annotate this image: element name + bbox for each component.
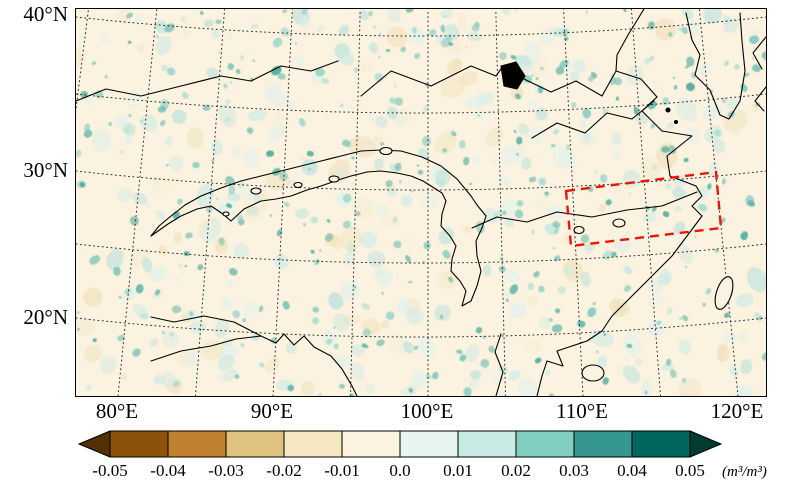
plateau-lake	[222, 211, 230, 217]
colorbar-segment	[167, 430, 227, 458]
korea-peninsula	[685, 12, 746, 120]
japan-edge-lines	[752, 36, 766, 112]
colorbar-tick: 0.04	[617, 461, 647, 480]
colorbar-segment	[341, 430, 401, 458]
colorbar-tick: 0.01	[443, 461, 473, 480]
lat-label-30n: 30°N	[23, 158, 68, 182]
small-island	[665, 107, 671, 113]
colorbar-segment	[689, 430, 723, 458]
colorbar-tick: 0.02	[501, 461, 531, 480]
colorbar-svg	[77, 430, 723, 458]
lon-label-120e: 120°E	[710, 399, 764, 423]
colorbar	[77, 430, 723, 458]
map-panel	[75, 8, 767, 397]
plateau-lake	[379, 146, 393, 156]
colorbar-tick: -0.05	[92, 461, 128, 480]
lon-label-90e: 90°E	[250, 399, 294, 423]
lat-label-20n: 20°N	[23, 305, 68, 329]
lon-label-110e: 110°E	[556, 399, 608, 423]
taiwan-island	[714, 276, 734, 310]
colorbar-segment	[573, 430, 633, 458]
colorbar-tick: -0.03	[208, 461, 244, 480]
small-island	[673, 119, 679, 125]
tibetan-plateau-contour	[150, 149, 487, 307]
colorbar-segment	[457, 430, 517, 458]
colorbar-segment	[225, 430, 285, 458]
colorbar-segment	[515, 430, 575, 458]
mountain-hatch-blob	[500, 61, 526, 90]
northeast-border-line	[523, 70, 617, 97]
colorbar-tick: 0.03	[559, 461, 589, 480]
lake	[573, 225, 585, 235]
colorbar-tick: -0.01	[324, 461, 360, 480]
colorbar-segment	[283, 430, 343, 458]
yellow-river	[531, 100, 655, 139]
china-coastline	[536, 9, 703, 396]
colorbar-segment	[77, 430, 111, 458]
plateau-lake	[250, 187, 262, 195]
lake	[612, 218, 626, 228]
colorbar-segment	[631, 430, 691, 458]
colorbar-tick: 0.05	[675, 461, 705, 480]
plateau-lake	[328, 175, 340, 183]
ganges-river	[150, 315, 262, 337]
hainan-island	[581, 364, 605, 382]
coastline-paths	[76, 9, 766, 396]
mekong-river	[494, 333, 504, 396]
lat-label-40n: 40°N	[23, 2, 68, 26]
noise-canvas	[76, 9, 766, 396]
bengal-coastline	[150, 333, 358, 396]
highlight-region-box	[564, 170, 723, 248]
northwest-border-line	[76, 60, 339, 102]
colorbar-tick: -0.04	[150, 461, 186, 480]
colorbar-segment	[109, 430, 169, 458]
colorbar-tick: -0.02	[266, 461, 302, 480]
lon-label-80e: 80°E	[95, 399, 139, 423]
plateau-lake	[293, 181, 303, 189]
lon-label-100e: 100°E	[400, 399, 454, 423]
yangtze-river	[471, 191, 698, 229]
map-overlay-svg	[76, 9, 766, 396]
colorbar-segment	[399, 430, 459, 458]
colorbar-tick-labels: -0.05 -0.04 -0.03 -0.02 -0.01 0.0 0.01 0.02 0.03…	[78, 461, 722, 483]
graticule-lines	[76, 9, 766, 396]
colorbar-unit-label: (m³/m³)	[722, 464, 767, 480]
north-border-line	[360, 65, 502, 97]
colorbar-tick: 0.0	[389, 461, 411, 480]
